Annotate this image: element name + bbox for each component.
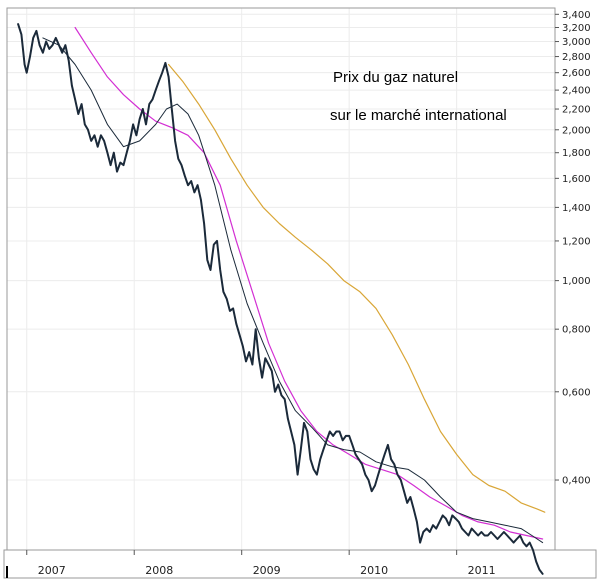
x-tick-label: 2009 bbox=[253, 564, 281, 577]
x-tick-label: 2011 bbox=[468, 564, 496, 577]
y-tick-label: 1,600 bbox=[562, 174, 591, 185]
series-line-price bbox=[17, 23, 544, 575]
x-axis-strip bbox=[3, 549, 597, 579]
y-tick-label: 1,800 bbox=[562, 148, 591, 159]
series-line-moving-average-long bbox=[168, 63, 546, 513]
y-tick-label: 1,000 bbox=[562, 276, 591, 287]
y-tick-label: 0,800 bbox=[562, 325, 591, 336]
y-axis: 3,400 3,200 3,000 2,800 2,600 2,400 2,200 2,000… bbox=[555, 10, 591, 487]
chart-title-line-1: Prix du gaz naturel bbox=[333, 69, 458, 86]
y-tick-label: 0,600 bbox=[562, 387, 591, 398]
y-tick-label: 3,200 bbox=[562, 23, 591, 34]
y-tick-label: 2,200 bbox=[562, 105, 591, 116]
series-line-moving-average-short bbox=[42, 37, 544, 544]
y-tick-label: 3,400 bbox=[562, 10, 591, 21]
x-tick-label: 2008 bbox=[145, 564, 173, 577]
x-tick-label: 2010 bbox=[360, 564, 388, 577]
y-tick-label: 2,600 bbox=[562, 68, 591, 79]
x-axis: 2007 2008 2009 2010 2011 bbox=[26, 550, 496, 577]
y-tick-label: 2,400 bbox=[562, 86, 591, 97]
y-tick-label: 1,400 bbox=[562, 203, 591, 214]
series-group bbox=[17, 23, 546, 575]
x-tick-label: 2007 bbox=[38, 564, 66, 577]
series-line-moving-average-medium bbox=[74, 26, 544, 540]
y-tick-label: 2,000 bbox=[562, 125, 591, 136]
y-tick-label: 2,800 bbox=[562, 52, 591, 63]
y-tick-label: 3,000 bbox=[562, 37, 591, 48]
y-tick-label: 0,400 bbox=[562, 476, 591, 487]
y-tick-label: 1,200 bbox=[562, 236, 591, 247]
chart-title-line-2: sur le marché international bbox=[330, 107, 507, 124]
